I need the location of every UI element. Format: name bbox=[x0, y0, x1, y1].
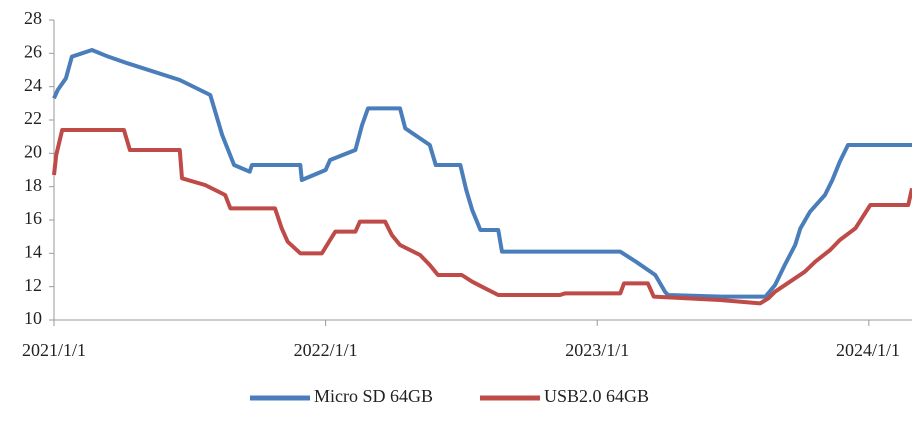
y-tick-label: 12 bbox=[24, 275, 42, 295]
y-tick-label: 10 bbox=[24, 308, 42, 328]
x-tick-label: 2022/1/1 bbox=[294, 340, 358, 360]
x-tick-label: 2023/1/1 bbox=[565, 340, 629, 360]
y-tick-label: 14 bbox=[24, 241, 42, 261]
data-line bbox=[52, 48, 912, 299]
y-tick-label: 16 bbox=[24, 208, 42, 228]
legend-label: Micro SD 64GB bbox=[314, 386, 433, 406]
y-tick-label: 20 bbox=[24, 141, 42, 161]
y-tick-label: 26 bbox=[24, 41, 42, 61]
data-line bbox=[52, 128, 912, 306]
legend-label: USB2.0 64GB bbox=[544, 386, 649, 406]
y-tick-label: 22 bbox=[24, 108, 42, 128]
x-tick-label: 2021/1/1 bbox=[22, 340, 86, 360]
y-tick-label: 28 bbox=[24, 8, 42, 28]
y-tick-label: 24 bbox=[24, 75, 42, 95]
x-tick-label: 2024/1/1 bbox=[836, 340, 900, 360]
y-tick-label: 18 bbox=[24, 175, 42, 195]
